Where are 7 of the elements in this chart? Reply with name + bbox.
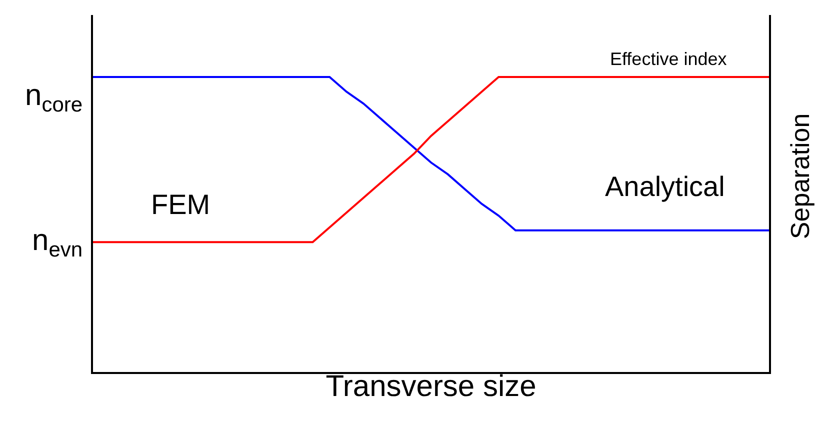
annotation: FEM xyxy=(151,189,210,220)
series-label: Effective index xyxy=(610,49,727,69)
text: Separation xyxy=(784,113,815,240)
annotation: Analytical xyxy=(605,171,725,202)
text: n$_{evn}$ xyxy=(32,224,83,262)
x-axis-title: Transverse size xyxy=(326,370,536,403)
text: n$_{core}$ xyxy=(25,79,83,116)
